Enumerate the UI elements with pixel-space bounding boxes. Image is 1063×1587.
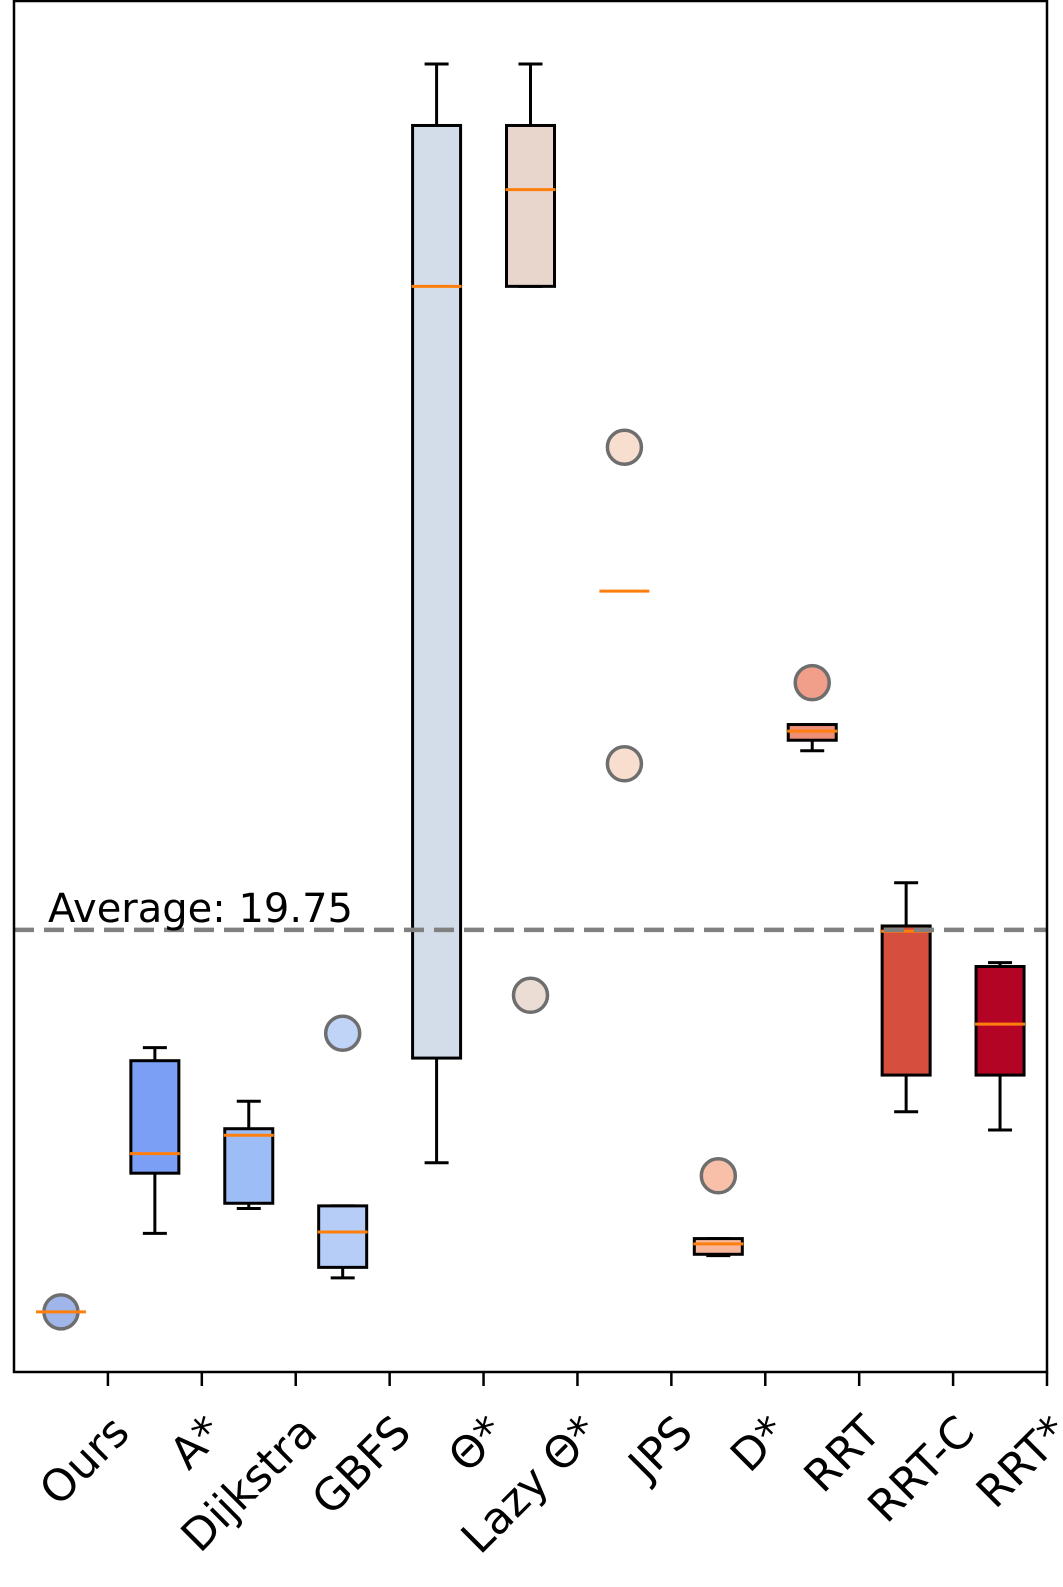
box-group-jps — [599, 428, 650, 783]
box-group-dijkstra — [223, 1099, 275, 1210]
outlier-point — [511, 976, 550, 1015]
outlier-point — [605, 745, 644, 783]
outlier-point — [793, 663, 831, 702]
x-tick-label: D* — [721, 1406, 797, 1482]
outlier-point — [605, 428, 644, 466]
box-group-rrt-c — [880, 881, 932, 1114]
box-group-lazy-θ- — [505, 62, 556, 1015]
box-group-a- — [129, 1046, 181, 1235]
box-group-θ- — [411, 62, 463, 1165]
box-group-gbfs — [317, 1014, 369, 1280]
x-tick-label: A* — [160, 1406, 233, 1479]
x-tick-label: GBFS — [302, 1406, 421, 1525]
box-body — [411, 123, 463, 1060]
x-tick-label: RRT-C — [858, 1406, 984, 1532]
outlier-point — [323, 1014, 362, 1052]
box-body — [317, 1204, 369, 1269]
box-group-rrt — [786, 663, 838, 753]
box-body — [223, 1127, 275, 1205]
box-group-d- — [692, 1157, 744, 1258]
axes-frame — [12, 0, 1049, 1374]
x-tick-label: Θ* — [439, 1406, 515, 1482]
x-tick-label: Ours — [30, 1406, 139, 1515]
average-label: Average: 19.75 — [48, 886, 353, 932]
box-group-ours — [35, 1293, 86, 1331]
box-body — [505, 123, 556, 288]
box-body — [129, 1059, 181, 1175]
box-body — [692, 1237, 744, 1256]
box-body — [880, 924, 932, 1077]
outlier-point — [699, 1157, 738, 1195]
plot-area — [35, 62, 1026, 1331]
box-group-rrt- — [974, 961, 1026, 1132]
x-tick-label: JPS — [617, 1406, 703, 1492]
x-tick-label: RRT* — [967, 1406, 1063, 1518]
box-body — [974, 965, 1026, 1077]
